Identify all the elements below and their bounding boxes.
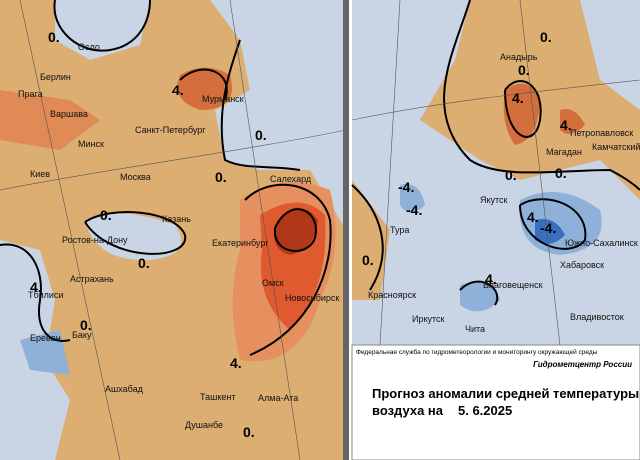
grid-line xyxy=(0,0,347,460)
isoline xyxy=(273,208,317,252)
city-label: Ташкент xyxy=(200,392,235,402)
contour-label: 0. xyxy=(505,167,517,183)
city-label: Якутск xyxy=(480,195,508,205)
contour-label: 0. xyxy=(100,207,112,223)
contour-label: 4. xyxy=(230,355,242,371)
contour-label: 0. xyxy=(215,169,227,185)
isoline xyxy=(220,39,301,171)
city-label: Петропавловск xyxy=(570,128,633,138)
city-label: Анадырь xyxy=(500,52,538,62)
city-label: Казань xyxy=(162,214,191,224)
city-label: Алма-Ата xyxy=(258,393,298,403)
contour-label: 0. xyxy=(80,317,92,333)
contour-label: 0. xyxy=(540,29,552,45)
cold-area xyxy=(580,0,640,110)
city-label: Осло xyxy=(78,42,100,52)
agency: Федеральная служба по гидрометеорологии … xyxy=(356,348,598,356)
city-label: Берлин xyxy=(40,72,71,82)
city-label: Варшава xyxy=(50,109,88,119)
warm-area xyxy=(560,109,585,134)
contour-label: 4. xyxy=(512,90,524,106)
isoline xyxy=(0,243,71,342)
city-label: Прага xyxy=(18,89,43,99)
date: 5. 6.2025 xyxy=(458,403,512,418)
city-label: Южно-Сахалинск xyxy=(565,238,638,248)
city-label: Ашхабад xyxy=(105,384,144,394)
city-label: Владивосток xyxy=(570,312,624,322)
city-label: Душанбе xyxy=(185,420,223,430)
contour-label: 4. xyxy=(560,117,572,133)
contour-label: 0. xyxy=(518,62,530,78)
contour-label: 0. xyxy=(362,252,374,268)
cold-area xyxy=(210,0,346,230)
city-label: Ростов-на-Дону xyxy=(62,235,128,245)
isoline xyxy=(351,184,384,291)
warm-area xyxy=(0,90,100,150)
city-label: Тура xyxy=(390,225,409,235)
city-label: Магадан xyxy=(546,147,582,157)
city-label: Хабаровск xyxy=(560,260,604,270)
title-line1: Прогноз аномалии средней температуры xyxy=(372,386,639,401)
city-label: Киев xyxy=(30,169,50,179)
isoline xyxy=(84,211,187,255)
city-label: Камчатский xyxy=(592,142,640,152)
city-label: Баку xyxy=(72,330,92,340)
grid-line xyxy=(351,0,640,346)
city-label: Красноярск xyxy=(368,290,416,300)
city-label: Мурманск xyxy=(202,94,244,104)
contour-label: 0. xyxy=(555,165,567,181)
city-label: Тбилиси xyxy=(28,290,64,300)
contour-label: -4. xyxy=(540,220,556,236)
warm-area xyxy=(503,83,540,145)
isoline xyxy=(244,183,332,356)
contour-label: -4. xyxy=(398,179,414,195)
city-label: Москва xyxy=(120,172,151,182)
title-line2: воздуха на xyxy=(372,403,444,418)
city-label: Салехард xyxy=(270,174,312,184)
city-label: Ереван xyxy=(30,333,61,343)
city-label: Санкт-Петербург xyxy=(135,125,206,135)
legend-box xyxy=(351,344,640,460)
warm-area xyxy=(177,67,232,110)
isoline xyxy=(504,80,542,138)
contour-label: 0. xyxy=(48,29,60,45)
cold-area xyxy=(352,0,640,345)
contour-label: 4. xyxy=(30,279,42,295)
contour-label: 4. xyxy=(172,82,184,98)
contour-label: 4. xyxy=(527,209,539,225)
left-map xyxy=(0,0,347,460)
isoline xyxy=(459,280,499,306)
contour-label: 4. xyxy=(485,271,497,287)
isoline xyxy=(519,198,587,250)
city-label: Минск xyxy=(78,139,104,149)
contour-label: -4. xyxy=(406,202,422,218)
isoline xyxy=(53,0,151,52)
contour-label: 0. xyxy=(138,255,150,271)
right-map xyxy=(351,0,640,346)
warm-area xyxy=(352,180,390,300)
city-label: Астрахань xyxy=(70,274,114,284)
cold-area xyxy=(535,219,565,244)
city-label: Екатеринбург xyxy=(212,238,269,248)
cold-area xyxy=(85,213,182,261)
city-label: Иркутск xyxy=(412,314,445,324)
warm-area xyxy=(274,208,318,255)
contour-label: 0. xyxy=(255,127,267,143)
cold-area xyxy=(460,282,500,312)
city-label: Омск xyxy=(262,278,284,288)
isoline xyxy=(179,68,228,101)
city-label: Новосибирск xyxy=(285,293,339,303)
city-label: Чита xyxy=(465,324,485,334)
contour-label: 0. xyxy=(243,424,255,440)
isoline xyxy=(443,0,640,191)
city-label: Благовещенск xyxy=(483,280,543,290)
center: Гидрометцентр России xyxy=(533,360,632,369)
cold-area xyxy=(400,184,425,213)
